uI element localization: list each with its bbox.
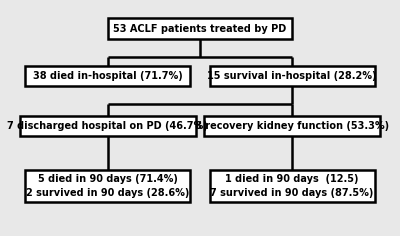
FancyBboxPatch shape [25, 169, 190, 202]
Text: 8 recovery kidney function (53.3%): 8 recovery kidney function (53.3%) [195, 121, 389, 131]
FancyBboxPatch shape [210, 66, 375, 86]
Text: 7 discharged hospital on PD (46.7%): 7 discharged hospital on PD (46.7%) [8, 121, 208, 131]
Text: 38 died in-hospital (71.7%): 38 died in-hospital (71.7%) [33, 71, 183, 81]
FancyBboxPatch shape [20, 116, 196, 136]
FancyBboxPatch shape [108, 18, 292, 39]
Text: 53 ACLF patients treated by PD: 53 ACLF patients treated by PD [113, 24, 287, 34]
Text: 1 died in 90 days  (12.5)
7 survived in 90 days (87.5%): 1 died in 90 days (12.5) 7 survived in 9… [210, 174, 374, 198]
Text: 5 died in 90 days (71.4%)
2 survived in 90 days (28.6%): 5 died in 90 days (71.4%) 2 survived in … [26, 174, 190, 198]
Text: 15 survival in-hospital (28.2%): 15 survival in-hospital (28.2%) [208, 71, 377, 81]
FancyBboxPatch shape [25, 66, 190, 86]
FancyBboxPatch shape [204, 116, 380, 136]
FancyBboxPatch shape [210, 169, 375, 202]
